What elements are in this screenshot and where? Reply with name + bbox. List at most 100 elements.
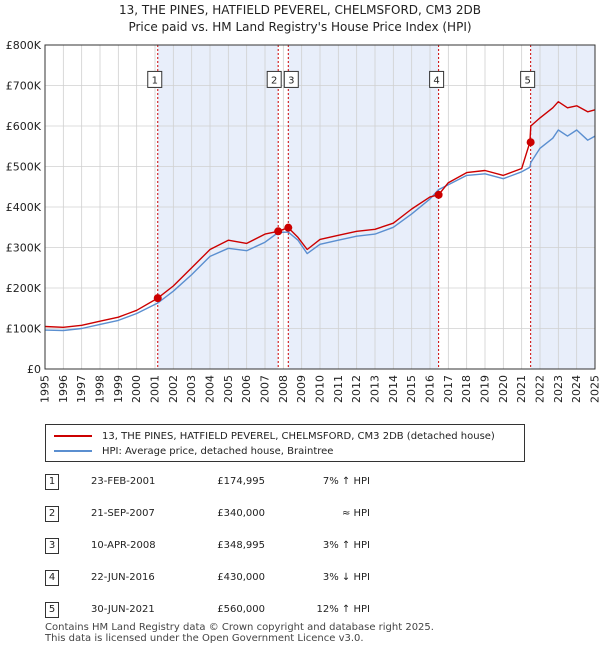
row-number-badge: 1 — [45, 474, 59, 490]
y-tick-label: £600K — [6, 120, 42, 133]
x-tick-label: 1996 — [57, 375, 70, 403]
table-row: 1 23-FEB-2001 £174,995 7% ↑ HPI — [45, 474, 445, 490]
x-tick-label: 2025 — [589, 375, 600, 403]
x-tick-label: 2019 — [479, 375, 492, 403]
footer-licence: This data is licensed under the Open Gov… — [45, 633, 364, 644]
y-tick-label: £100K — [6, 323, 42, 336]
row-hpi-diff: 3% ↑ HPI — [322, 540, 370, 551]
x-tick-label: 2010 — [314, 375, 327, 403]
sale-number-label: 5 — [524, 75, 530, 86]
footer-notice: Contains HM Land Registry data © Crown c… — [45, 622, 434, 644]
y-tick-label: £200K — [6, 282, 42, 295]
y-tick-label: £500K — [6, 161, 42, 174]
x-tick-label: 1999 — [112, 375, 125, 403]
x-tick-label: 2024 — [570, 375, 583, 403]
x-tick-label: 2002 — [167, 375, 180, 403]
sale-point — [153, 294, 162, 303]
legend: 13, THE PINES, HATFIELD PEVEREL, CHELMSF… — [45, 424, 525, 462]
sale-number-box-frame — [520, 70, 536, 88]
row-date: 22-JUN-2016 — [91, 572, 155, 583]
property-price-line — [44, 100, 596, 328]
sale-number-label: 2 — [271, 75, 277, 86]
sale-number-box-frame — [147, 70, 163, 88]
x-tick-label: 2015 — [405, 375, 418, 403]
row-number-badge: 2 — [45, 506, 59, 522]
row-date: 23-FEB-2001 — [91, 476, 156, 487]
hpi-line — [44, 129, 596, 332]
sale-point — [284, 223, 293, 232]
plot-frame — [44, 44, 596, 370]
row-hpi-diff: 3% ↓ HPI — [322, 572, 370, 583]
row-price: £560,000 — [217, 604, 265, 615]
table-row: 5 30-JUN-2021 £560,000 12% ↑ HPI — [45, 602, 445, 618]
y-tick-label: £400K — [6, 201, 42, 214]
sale-number-box: 1 — [147, 70, 163, 88]
x-tick-label: 2008 — [277, 375, 290, 403]
x-tick-label: 2012 — [350, 375, 363, 403]
row-price: £348,995 — [217, 540, 265, 551]
y-tick-label: £0 — [27, 363, 41, 376]
sale-number-box-frame — [429, 70, 445, 88]
row-date: 10-APR-2008 — [91, 540, 156, 551]
row-number-badge: 5 — [45, 602, 59, 618]
property-line-swatch — [54, 435, 92, 437]
x-tick-label: 2020 — [497, 375, 510, 403]
x-tick-label: 2000 — [130, 375, 143, 403]
table-row: 3 10-APR-2008 £348,995 3% ↑ HPI — [45, 538, 445, 554]
legend-item-hpi: HPI: Average price, detached house, Brai… — [54, 444, 333, 458]
sale-number-label: 1 — [152, 75, 158, 86]
x-tick-label: 2007 — [259, 375, 272, 403]
row-hpi-diff: 12% ↑ HPI — [316, 604, 370, 615]
x-tick-label: 2013 — [369, 375, 382, 403]
table-row: 4 22-JUN-2016 £430,000 3% ↓ HPI — [45, 570, 445, 586]
row-hpi-diff: ≈ HPI — [341, 508, 370, 519]
sale-point — [526, 138, 535, 147]
sale-number-label: 3 — [288, 75, 294, 86]
x-tick-label: 2011 — [332, 375, 345, 403]
x-tick-label: 2004 — [204, 375, 217, 403]
x-tick-label: 2003 — [185, 375, 198, 403]
x-tick-label: 2009 — [295, 375, 308, 403]
row-price: £174,995 — [217, 476, 265, 487]
chart-title: 13, THE PINES, HATFIELD PEVEREL, CHELMSF… — [119, 3, 481, 17]
row-hpi-diff: 7% ↑ HPI — [322, 476, 370, 487]
sale-number-box: 3 — [283, 70, 299, 88]
x-tick-label: 2023 — [552, 375, 565, 403]
x-tick-label: 2014 — [387, 375, 400, 403]
x-tick-label: 1997 — [75, 375, 88, 403]
x-tick-label: 2017 — [442, 375, 455, 403]
row-number-badge: 3 — [45, 538, 59, 554]
x-tick-label: 2021 — [515, 375, 528, 403]
sale-point — [274, 227, 283, 236]
hpi-line-swatch — [54, 450, 92, 452]
legend-item-property: 13, THE PINES, HATFIELD PEVEREL, CHELMSF… — [54, 429, 495, 443]
x-tick-label: 1998 — [94, 375, 107, 403]
row-date: 30-JUN-2021 — [91, 604, 155, 615]
sale-number-label: 4 — [433, 75, 439, 86]
table-row: 2 21-SEP-2007 £340,000 ≈ HPI — [45, 506, 445, 522]
footer-copyright: Contains HM Land Registry data © Crown c… — [45, 622, 434, 633]
legend-label-hpi: HPI: Average price, detached house, Brai… — [102, 445, 334, 457]
legend-label-property: 13, THE PINES, HATFIELD PEVEREL, CHELMSF… — [102, 430, 495, 442]
x-tick-label: 2005 — [222, 375, 235, 403]
chart-subtitle: Price paid vs. HM Land Registry's House … — [128, 20, 472, 34]
row-price: £340,000 — [217, 508, 265, 519]
x-tick-label: 1995 — [39, 375, 52, 403]
x-tick-label: 2001 — [149, 375, 162, 403]
x-tick-label: 2006 — [240, 375, 253, 403]
x-tick-label: 2018 — [460, 375, 473, 403]
row-date: 21-SEP-2007 — [91, 508, 155, 519]
row-price: £430,000 — [217, 572, 265, 583]
y-tick-label: £800K — [6, 39, 42, 52]
sale-number-box-frame — [283, 70, 299, 88]
sale-number-box: 5 — [520, 70, 536, 88]
y-tick-label: £700K — [6, 80, 42, 93]
x-tick-label: 2016 — [424, 375, 437, 403]
x-tick-label: 2022 — [534, 375, 547, 403]
sale-number-box: 4 — [429, 70, 445, 88]
sale-number-box: 2 — [266, 70, 282, 88]
row-number-badge: 4 — [45, 570, 59, 586]
y-tick-label: £300K — [6, 242, 42, 255]
sale-number-box-frame — [266, 70, 282, 88]
